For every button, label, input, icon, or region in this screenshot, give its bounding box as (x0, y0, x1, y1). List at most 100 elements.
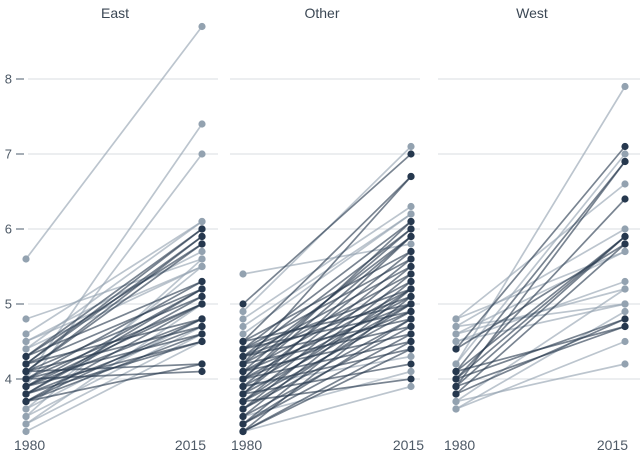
slope-line (25, 220, 203, 335)
slope-line (242, 333, 412, 373)
data-point-1980 (239, 300, 247, 308)
data-point-2015 (621, 150, 629, 158)
data-point-2015 (198, 300, 206, 308)
data-point-2015 (621, 180, 629, 188)
data-point-1980 (22, 390, 30, 398)
data-point-1980 (239, 397, 247, 406)
data-point-2015 (198, 247, 206, 256)
slope-line (242, 310, 412, 350)
data-point-1980 (22, 315, 30, 323)
data-point-1980 (239, 375, 247, 383)
data-point-2015 (198, 367, 206, 376)
data-point-1980 (452, 337, 460, 346)
data-point-1980 (22, 382, 30, 391)
slope-line (242, 153, 412, 305)
slope-line (25, 295, 203, 373)
slope-line (242, 205, 412, 320)
data-point-1980 (239, 382, 247, 391)
slope-line (455, 250, 626, 320)
data-point-2015 (407, 217, 415, 226)
slope-line (25, 288, 203, 395)
data-point-1980 (22, 360, 30, 368)
slope-line (455, 243, 626, 350)
data-point-2015 (621, 247, 629, 256)
y-tick-label: 6 (5, 222, 12, 237)
data-point-1980 (22, 330, 30, 338)
data-point-2015 (407, 255, 415, 263)
data-point-1980 (239, 345, 247, 353)
slope-line (242, 220, 412, 350)
slope-line (455, 235, 626, 373)
data-point-2015 (407, 270, 415, 278)
data-point-2015 (621, 240, 629, 248)
slope-line (455, 183, 626, 320)
data-point-1980 (239, 427, 247, 436)
data-point-2015 (621, 195, 629, 203)
data-point-2015 (407, 202, 415, 211)
panel-title-other: Other (304, 5, 340, 21)
slope-line (242, 303, 412, 343)
data-point-2015 (621, 315, 629, 323)
data-point-1980 (452, 345, 460, 353)
slope-line (25, 243, 203, 373)
slope-line (25, 340, 203, 388)
slope-line (25, 303, 203, 388)
data-point-1980 (239, 330, 247, 338)
slope-line (455, 288, 626, 403)
slope-line (455, 250, 626, 335)
data-point-2015 (621, 157, 629, 166)
slope-line (25, 235, 203, 373)
x-label-other-1980: 1980 (231, 437, 263, 453)
data-point-2015 (198, 150, 206, 158)
data-point-2015 (407, 300, 415, 308)
slope-line (25, 280, 203, 380)
slope-line (242, 340, 412, 380)
slope-line (242, 363, 412, 395)
data-point-2015 (407, 382, 415, 391)
data-point-2015 (407, 307, 415, 316)
data-point-2015 (407, 375, 415, 383)
panel-title-east: East (100, 5, 130, 21)
slope-line (242, 348, 412, 388)
data-point-1980 (452, 322, 460, 331)
slope-line (242, 288, 412, 403)
data-point-2015 (407, 240, 415, 248)
slope-line (242, 273, 412, 410)
data-point-1980 (22, 397, 30, 406)
data-point-1980 (22, 405, 30, 413)
data-point-1980 (452, 375, 460, 383)
data-point-1980 (22, 255, 30, 263)
data-point-1980 (239, 315, 247, 323)
data-point-2015 (407, 225, 415, 233)
data-point-1980 (239, 390, 247, 398)
slope-line (455, 153, 626, 365)
slope-line (25, 280, 203, 358)
data-point-1980 (239, 367, 247, 376)
slope-line (455, 85, 626, 365)
data-point-2015 (407, 262, 415, 271)
x-label-east-2015: 2015 (174, 437, 206, 453)
data-point-1980 (239, 307, 247, 316)
slope-line (25, 123, 203, 380)
data-point-2015 (621, 142, 629, 151)
slope-line (25, 243, 203, 358)
data-point-2015 (407, 352, 415, 361)
x-label-west-1980: 1980 (444, 437, 476, 453)
slope-line (25, 288, 203, 365)
data-point-2015 (407, 330, 415, 338)
data-point-1980 (22, 412, 30, 421)
data-point-2015 (621, 232, 629, 241)
slope-line (25, 318, 203, 388)
slope-line (25, 228, 203, 365)
data-point-2015 (198, 322, 206, 331)
slope-line (25, 363, 203, 403)
slope-line (242, 175, 412, 343)
data-point-2015 (198, 360, 206, 368)
data-point-2015 (198, 292, 206, 301)
data-point-2015 (407, 232, 415, 241)
slope-line (242, 385, 412, 433)
slope-line (242, 235, 412, 380)
data-point-2015 (621, 300, 629, 308)
data-point-2015 (407, 210, 415, 218)
data-point-2015 (407, 292, 415, 301)
